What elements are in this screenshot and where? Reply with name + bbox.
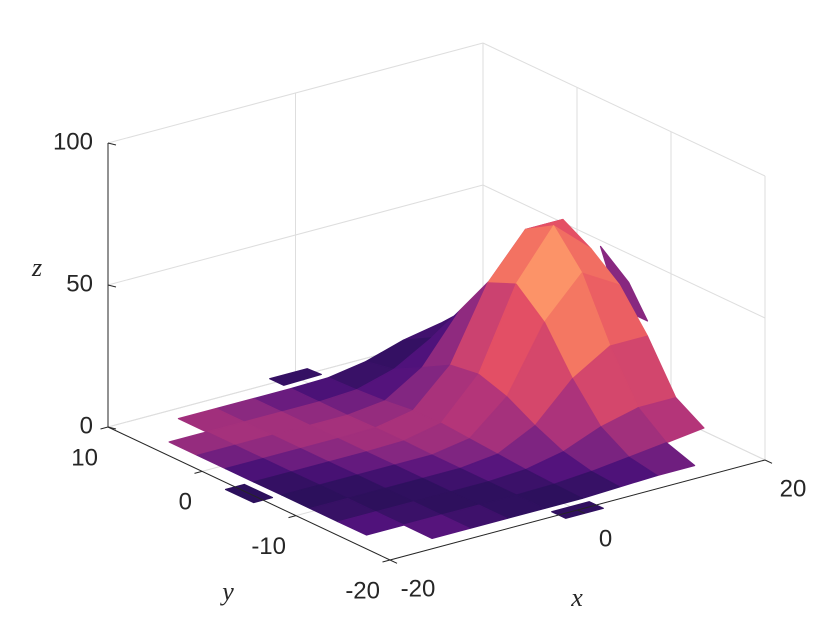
y-tick xyxy=(288,515,297,519)
grid-line xyxy=(482,184,766,319)
surface-cell xyxy=(269,368,322,386)
x-tick-label: 0 xyxy=(599,525,612,552)
grid-line xyxy=(107,42,484,144)
z-tick-label: 100 xyxy=(53,128,93,155)
z-tick xyxy=(107,426,117,430)
z-tick-label: 0 xyxy=(80,412,93,439)
surface-cell xyxy=(403,514,471,540)
surface-cell xyxy=(337,511,405,536)
surface xyxy=(168,218,705,540)
x-tick xyxy=(389,559,398,564)
y-tick xyxy=(194,470,203,474)
y-tick xyxy=(100,426,109,430)
x-tick-label: -20 xyxy=(401,575,436,602)
y-tick xyxy=(382,559,391,563)
z-tick xyxy=(107,142,117,146)
x-axis-label: x xyxy=(570,583,583,612)
x-tick xyxy=(577,509,585,514)
y-tick-label: -20 xyxy=(345,577,380,604)
y-tick-label: 10 xyxy=(71,444,98,471)
y-axis xyxy=(107,426,391,561)
grid-line xyxy=(482,42,766,177)
x-tick-label: 20 xyxy=(780,475,807,502)
z-tick xyxy=(107,284,117,288)
y-tick-label: 0 xyxy=(179,489,192,516)
y-tick-label: -10 xyxy=(251,533,286,560)
z-axis-label: z xyxy=(31,253,42,282)
y-axis-label: y xyxy=(219,577,234,606)
z-tick-label: 50 xyxy=(66,270,93,297)
grid-line xyxy=(107,184,484,286)
x-tick xyxy=(764,459,773,464)
